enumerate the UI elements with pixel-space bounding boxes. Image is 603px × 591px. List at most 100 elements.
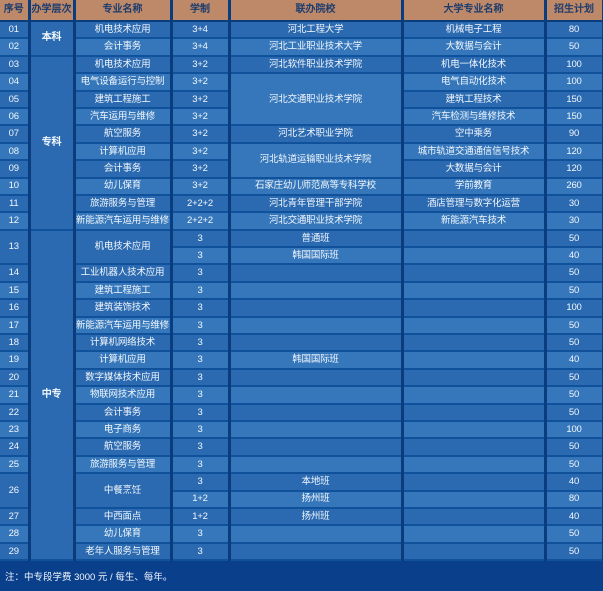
cell-major: 建筑工程施工	[74, 281, 173, 301]
cell-duration: 3	[171, 403, 231, 423]
cell-major: 中餐烹饪	[74, 473, 173, 509]
cell-index: 10	[0, 177, 31, 196]
cell-duration: 3	[171, 351, 231, 370]
cell-major: 旅游服务与管理	[74, 455, 173, 475]
cell-index: 14	[0, 264, 31, 283]
cell-duration: 3	[171, 386, 231, 405]
cell-index: 25	[0, 455, 31, 475]
cell-quota: 40	[545, 351, 603, 370]
cell-index: 23	[0, 420, 31, 440]
cell-index: 11	[0, 194, 31, 214]
cell-duration: 3	[171, 334, 231, 353]
cell-duration: 3+2	[171, 55, 231, 75]
cell-index: 29	[0, 542, 31, 562]
cell-index: 15	[0, 281, 31, 301]
cell-duration: 3	[171, 281, 231, 301]
cell-quota: 80	[545, 21, 603, 40]
cell-partner: 河北青年管理干部学院	[229, 194, 404, 214]
cell-index: 22	[0, 403, 31, 423]
cell-duration: 3+4	[171, 21, 231, 40]
cell-level: 专科	[29, 55, 76, 231]
cell-partner: 河北交通职业技术学院	[229, 73, 404, 127]
cell-quota: 50	[545, 334, 603, 353]
cell-university-major: 大数据与会计	[402, 160, 547, 179]
cell-duration: 2+2+2	[171, 194, 231, 214]
cell-university-major	[402, 438, 547, 457]
cell-major: 会计事务	[74, 160, 173, 179]
cell-quota: 50	[545, 281, 603, 301]
cell-quota: 50	[545, 403, 603, 423]
cell-university-major	[402, 455, 547, 475]
cell-quota: 50	[545, 368, 603, 388]
cell-index: 12	[0, 212, 31, 231]
cell-major: 幼儿保育	[74, 177, 173, 196]
cell-duration: 3	[171, 542, 231, 562]
table-row: 25 旅游服务与管理 3 50	[0, 455, 603, 475]
cell-partner	[229, 368, 404, 388]
cell-quota: 150	[545, 90, 603, 109]
cell-partner	[229, 403, 404, 423]
table-row: 14 工业机器人技术应用 3 50	[0, 264, 603, 283]
table-row: 09 会计事务 3+2 大数据与会计 120	[0, 160, 603, 179]
cell-major: 计算机网络技术	[74, 334, 173, 353]
cell-major: 机电技术应用	[74, 229, 173, 266]
cell-university-major	[402, 334, 547, 353]
cell-partner	[229, 455, 404, 475]
cell-index: 07	[0, 125, 31, 144]
cell-index: 05	[0, 90, 31, 109]
table-row: 17 新能源汽车运用与维修 3 50	[0, 316, 603, 336]
cell-university-major: 学前教育	[402, 177, 547, 196]
cell-partner	[229, 525, 404, 544]
cell-university-major: 城市轨道交通通信信号技术	[402, 142, 547, 162]
cell-quota: 50	[545, 525, 603, 544]
cell-partner: 河北工程大学	[229, 21, 404, 40]
cell-quota: 40	[545, 473, 603, 492]
table-row: 15 建筑工程施工 3 50	[0, 281, 603, 301]
cell-partner: 河北轨道运输职业技术学院	[229, 142, 404, 179]
table-row: 10 幼儿保育 3+2 石家庄幼儿师范高等专科学校 学前教育 260	[0, 177, 603, 196]
cell-quota: 80	[545, 490, 603, 509]
cell-university-major	[402, 507, 547, 527]
cell-index: 28	[0, 525, 31, 544]
cell-major: 幼儿保育	[74, 525, 173, 544]
footer-note-bar: 注：中专段学费 3000 元 / 每生、每年。	[0, 561, 603, 591]
cell-duration: 3	[171, 420, 231, 440]
cell-index: 03	[0, 55, 31, 75]
cell-major: 新能源汽车运用与维修	[74, 212, 173, 231]
cell-major: 电子商务	[74, 420, 173, 440]
cell-duration: 3	[171, 299, 231, 318]
header-university-major: 大学专业名称	[402, 0, 547, 22]
cell-duration: 3+2	[171, 160, 231, 179]
cell-major: 建筑装饰技术	[74, 299, 173, 318]
table-row: 07 航空服务 3+2 河北艺术职业学院 空中乘务 90	[0, 125, 603, 144]
cell-index: 24	[0, 438, 31, 457]
table-row: 27 中西面点 1+2 扬州班 40	[0, 507, 603, 527]
cell-major: 中西面点	[74, 507, 173, 527]
cell-duration: 3+2	[171, 90, 231, 109]
cell-index: 16	[0, 299, 31, 318]
cell-duration: 3	[171, 264, 231, 283]
cell-university-major: 电气自动化技术	[402, 73, 547, 92]
cell-duration: 2+2+2	[171, 212, 231, 231]
cell-university-major: 新能源汽车技术	[402, 212, 547, 231]
cell-quota: 30	[545, 212, 603, 231]
cell-index: 18	[0, 334, 31, 353]
cell-major: 会计事务	[74, 403, 173, 423]
table-row: 26 中餐烹饪 3 本地班 40	[0, 473, 603, 509]
cell-partner	[229, 438, 404, 457]
table-row: 13 中专 机电技术应用 3 普通班 50	[0, 229, 603, 562]
cell-duration: 3	[171, 473, 231, 492]
cell-partner: 河北艺术职业学院	[229, 125, 404, 144]
header-quota: 招生计划	[545, 0, 603, 22]
cell-partner: 河北交通职业技术学院	[229, 212, 404, 231]
tuition-note: 注：中专段学费 3000 元 / 每生、每年。	[5, 572, 173, 584]
cell-university-major	[402, 316, 547, 336]
cell-partner: 扬州班	[229, 507, 404, 527]
cell-university-major	[402, 525, 547, 544]
cell-university-major	[402, 473, 547, 492]
table-row: 19 计算机应用 3 韩国国际班 40	[0, 351, 603, 370]
cell-partner: 本地班	[229, 473, 404, 492]
cell-quota: 90	[545, 125, 603, 144]
cell-university-major	[402, 281, 547, 301]
cell-university-major: 机电一体化技术	[402, 55, 547, 75]
